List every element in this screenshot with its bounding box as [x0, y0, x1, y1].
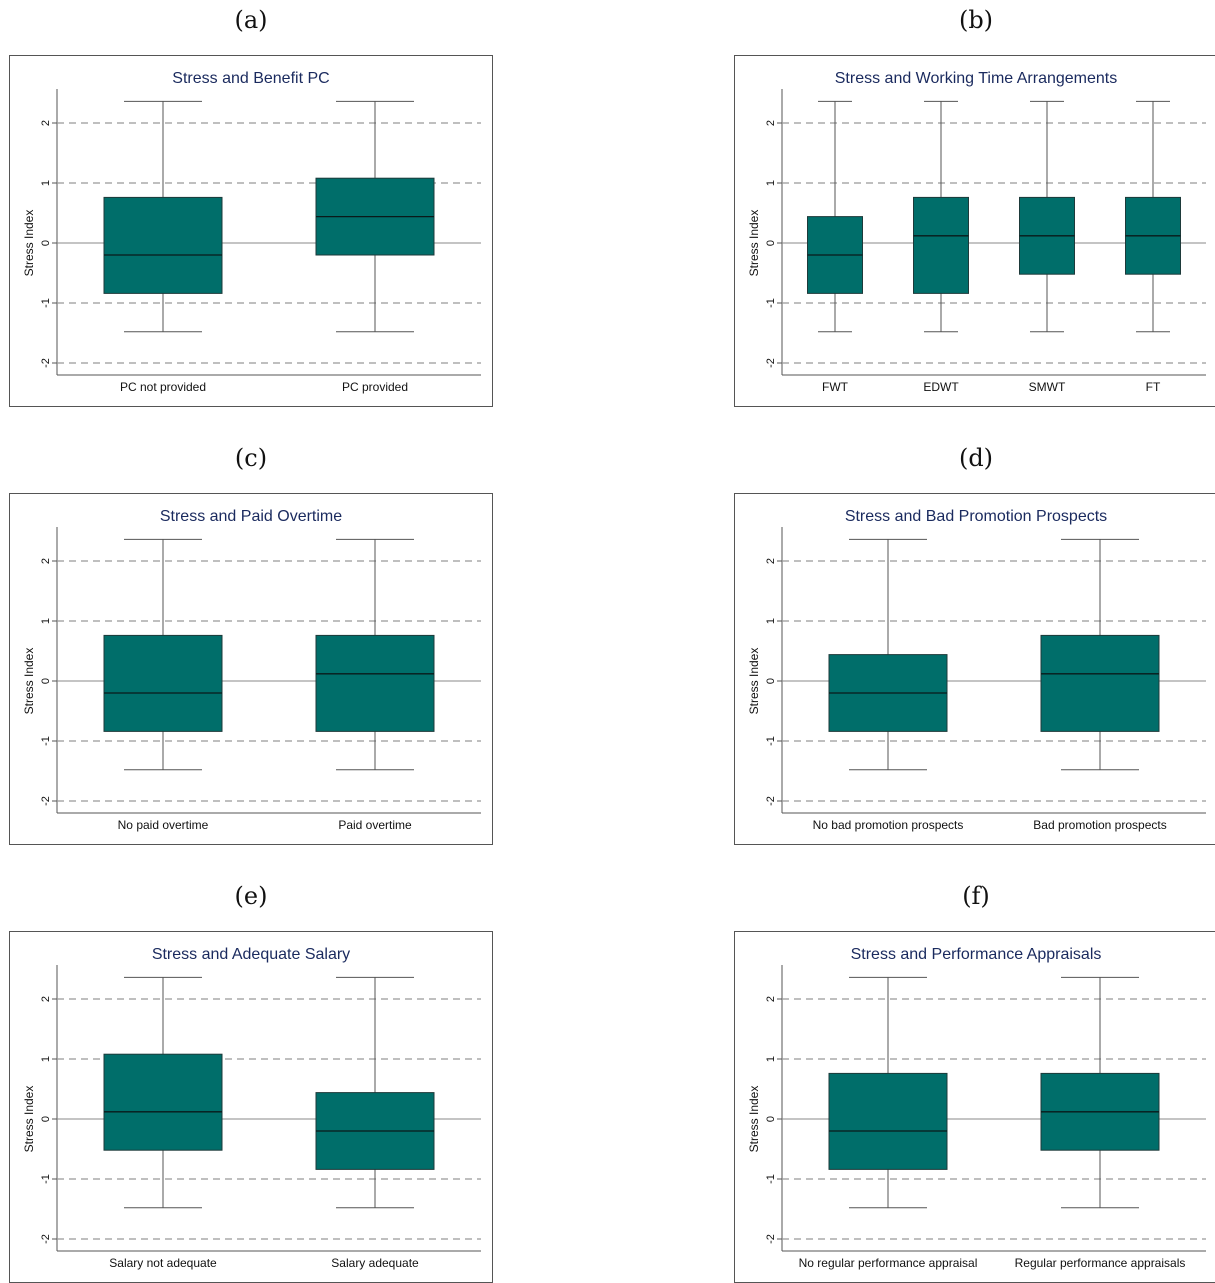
chart-panel-d: Stress and Bad Promotion Prospects -2 -1 0 1… — [734, 493, 1215, 845]
y-tick-label: -1 — [40, 298, 52, 308]
box-iqr — [104, 1054, 222, 1150]
y-tick-label: 2 — [40, 120, 52, 126]
panel-label-b: (b) — [926, 6, 1026, 34]
y-tick-label: -1 — [765, 298, 777, 308]
box-iqr — [316, 635, 434, 731]
panel-label-c: (c) — [201, 444, 301, 472]
y-tick-label: 2 — [765, 996, 777, 1002]
y-axis-label: Stress Index — [747, 210, 761, 277]
category-label: No paid overtime — [118, 818, 209, 832]
y-axis-label: Stress Index — [747, 1086, 761, 1153]
category-label: No bad promotion prospects — [813, 818, 964, 832]
chart-panel-b: Stress and Working Time Arrangements -2 -1… — [734, 55, 1215, 407]
y-tick-label: 2 — [765, 120, 777, 126]
y-tick-label: -1 — [40, 1174, 52, 1184]
chart-title: Stress and Paid Overtime — [160, 508, 342, 525]
panel-label-d: (d) — [926, 444, 1026, 472]
category-label: Bad promotion prospects — [1033, 818, 1166, 832]
y-tick-label: -2 — [40, 1234, 52, 1244]
y-tick-label: 0 — [765, 1116, 777, 1122]
chart-svg-e: Stress and Adequate Salary -2 -1 0 1 2 Stress … — [9, 931, 493, 1283]
chart-svg-a: Stress and Benefit PC -2 -1 0 1 2 Stress Index… — [9, 55, 493, 407]
y-tick-label: -1 — [765, 736, 777, 746]
category-label: Salary adequate — [331, 1256, 419, 1270]
y-tick-label: 0 — [765, 678, 777, 684]
category-label: EDWT — [923, 380, 959, 394]
panel-label-f: (f) — [926, 882, 1026, 910]
y-tick-label: 0 — [40, 678, 52, 684]
panel-label-e: (e) — [201, 882, 301, 910]
chart-title: Stress and Performance Appraisals — [851, 946, 1102, 963]
category-label: Paid overtime — [338, 818, 412, 832]
y-tick-label: -1 — [765, 1174, 777, 1184]
chart-panel-a: Stress and Benefit PC -2 -1 0 1 2 Stress Index… — [9, 55, 493, 407]
box-iqr — [914, 197, 969, 293]
category-label: FWT — [822, 380, 849, 394]
category-label: PC not provided — [120, 380, 206, 394]
chart-panel-f: Stress and Performance Appraisals -2 -1 0 1 2… — [734, 931, 1215, 1283]
chart-title: Stress and Bad Promotion Prospects — [845, 508, 1107, 525]
y-tick-label: 1 — [765, 1056, 777, 1062]
y-tick-label: 1 — [765, 180, 777, 186]
y-tick-label: -2 — [765, 358, 777, 368]
y-tick-label: 1 — [40, 180, 52, 186]
y-tick-label: 1 — [765, 618, 777, 624]
y-tick-label: 0 — [40, 240, 52, 246]
y-tick-label: -2 — [40, 358, 52, 368]
panel-label-a: (a) — [201, 6, 301, 34]
y-tick-label: 0 — [765, 240, 777, 246]
chart-svg-f: Stress and Performance Appraisals -2 -1 0 1 2… — [734, 931, 1215, 1283]
y-tick-label: -2 — [40, 796, 52, 806]
chart-title: Stress and Adequate Salary — [152, 946, 350, 963]
y-tick-label: -2 — [765, 796, 777, 806]
box-iqr — [1041, 635, 1159, 731]
category-label: No regular performance appraisal — [799, 1256, 978, 1270]
y-tick-label: -2 — [765, 1234, 777, 1244]
y-tick-label: -1 — [40, 736, 52, 746]
y-axis-label: Stress Index — [22, 210, 36, 277]
y-tick-label: 2 — [40, 558, 52, 564]
box-iqr — [104, 635, 222, 731]
category-label: SMWT — [1029, 380, 1066, 394]
chart-svg-d: Stress and Bad Promotion Prospects -2 -1 0 1… — [734, 493, 1215, 845]
y-axis-label: Stress Index — [22, 1086, 36, 1153]
y-axis-label: Stress Index — [22, 648, 36, 715]
chart-panel-e: Stress and Adequate Salary -2 -1 0 1 2 Stress … — [9, 931, 493, 1283]
box-iqr — [104, 197, 222, 293]
y-tick-label: 2 — [765, 558, 777, 564]
category-label: FT — [1146, 380, 1161, 394]
category-label: Regular performance appraisals — [1015, 1256, 1186, 1270]
y-tick-label: 1 — [40, 618, 52, 624]
category-label: Salary not adequate — [109, 1256, 217, 1270]
chart-title: Stress and Working Time Arrangements — [835, 70, 1118, 87]
box-iqr — [829, 1073, 947, 1169]
chart-title: Stress and Benefit PC — [172, 70, 329, 87]
y-tick-label: 2 — [40, 996, 52, 1002]
y-axis-label: Stress Index — [747, 648, 761, 715]
chart-svg-c: Stress and Paid Overtime -2 -1 0 1 2 Stress In… — [9, 493, 493, 845]
chart-svg-b: Stress and Working Time Arrangements -2 -1… — [734, 55, 1215, 407]
chart-panel-c: Stress and Paid Overtime -2 -1 0 1 2 Stress In… — [9, 493, 493, 845]
y-tick-label: 0 — [40, 1116, 52, 1122]
y-tick-label: 1 — [40, 1056, 52, 1062]
category-label: PC provided — [342, 380, 408, 394]
